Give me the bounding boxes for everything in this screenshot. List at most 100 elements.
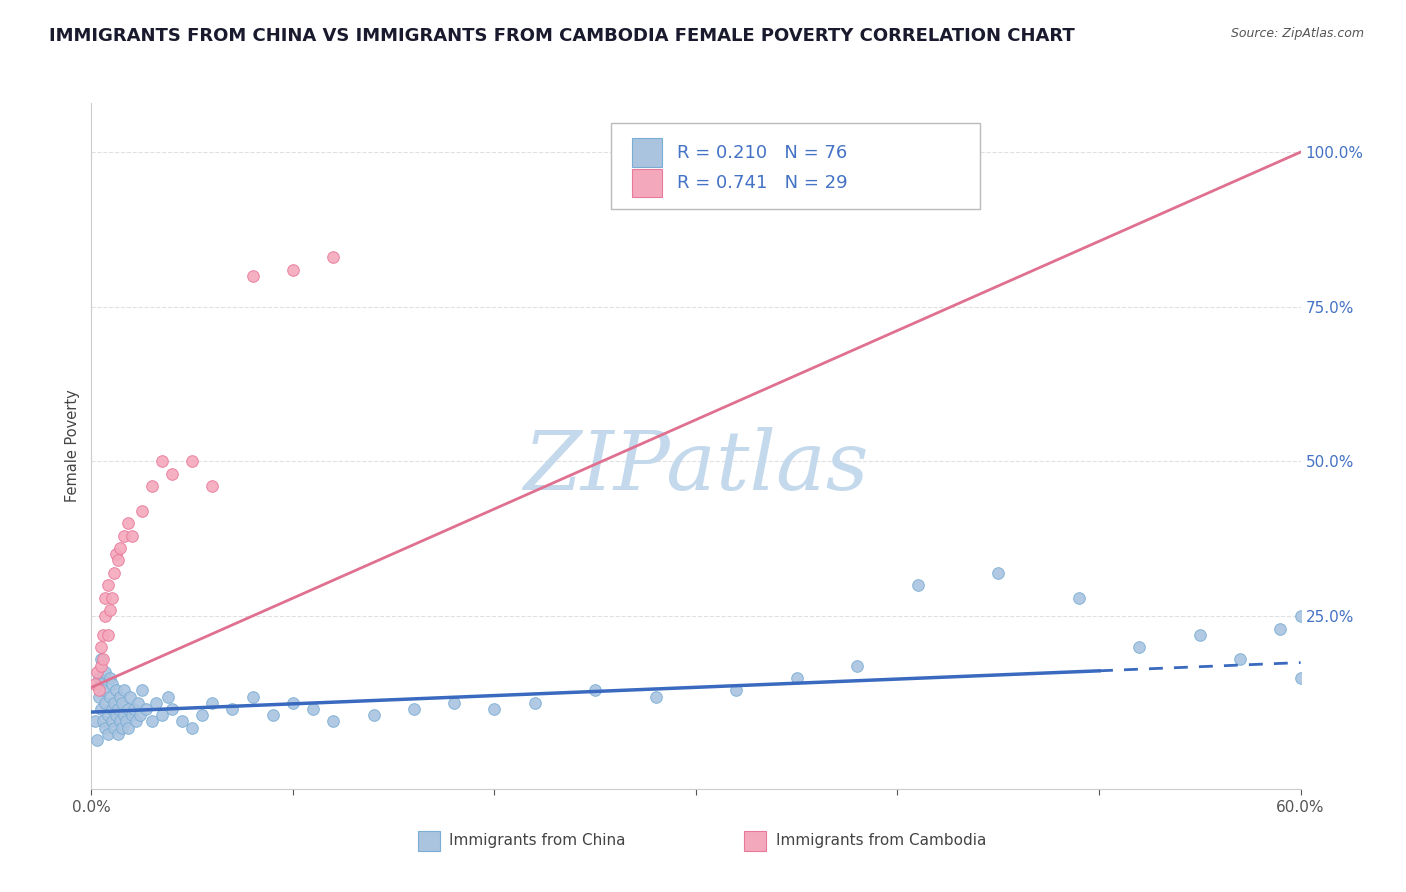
- Point: [94, 609, 117, 624]
- Point: [1229, 652, 1251, 666]
- Point: [103, 566, 125, 580]
- Point: [93, 683, 115, 698]
- Point: [907, 578, 929, 592]
- Point: [107, 702, 129, 716]
- Point: [107, 727, 129, 741]
- Point: [122, 702, 145, 716]
- Point: [121, 708, 143, 723]
- Point: [150, 708, 173, 723]
- Point: [1128, 640, 1150, 654]
- Point: [725, 683, 748, 698]
- Point: [100, 714, 122, 729]
- Point: [108, 541, 131, 555]
- Point: [583, 683, 606, 698]
- Point: [363, 708, 385, 723]
- Point: [150, 454, 173, 468]
- Point: [242, 690, 264, 704]
- Point: [111, 696, 132, 710]
- Point: [107, 553, 129, 567]
- Point: [221, 702, 243, 716]
- Point: [89, 690, 111, 704]
- Point: [114, 714, 136, 729]
- Point: [90, 702, 112, 716]
- Point: [100, 702, 122, 716]
- Point: [402, 702, 425, 716]
- Point: [89, 671, 111, 685]
- Point: [93, 628, 115, 642]
- Point: [86, 665, 108, 679]
- Point: [125, 714, 148, 729]
- Point: [112, 683, 135, 698]
- Text: Immigrants from China: Immigrants from China: [450, 833, 626, 848]
- Point: [141, 714, 163, 729]
- Text: ZIPatlas: ZIPatlas: [523, 426, 869, 507]
- Point: [93, 714, 115, 729]
- Point: [84, 677, 107, 691]
- Point: [131, 504, 153, 518]
- FancyBboxPatch shape: [744, 831, 766, 851]
- Point: [443, 696, 465, 710]
- Point: [117, 702, 139, 716]
- Point: [103, 721, 125, 735]
- Point: [98, 603, 121, 617]
- Text: R = 0.210   N = 76: R = 0.210 N = 76: [676, 144, 846, 161]
- Point: [201, 479, 224, 493]
- Point: [156, 690, 179, 704]
- Point: [118, 690, 141, 704]
- Point: [1270, 622, 1292, 636]
- Point: [84, 714, 107, 729]
- Text: IMMIGRANTS FROM CHINA VS IMMIGRANTS FROM CAMBODIA FEMALE POVERTY CORRELATION CHA: IMMIGRANTS FROM CHINA VS IMMIGRANTS FROM…: [49, 27, 1076, 45]
- FancyBboxPatch shape: [631, 138, 662, 167]
- Point: [302, 702, 325, 716]
- Point: [846, 658, 869, 673]
- Point: [96, 727, 118, 741]
- Point: [96, 578, 118, 592]
- Point: [100, 677, 122, 691]
- Text: Source: ZipAtlas.com: Source: ZipAtlas.com: [1230, 27, 1364, 40]
- Point: [89, 683, 111, 698]
- Point: [1188, 628, 1211, 642]
- FancyBboxPatch shape: [631, 169, 662, 197]
- Point: [322, 250, 344, 264]
- Point: [181, 721, 204, 735]
- Point: [90, 652, 112, 666]
- Point: [262, 708, 284, 723]
- Point: [112, 708, 135, 723]
- Point: [141, 479, 163, 493]
- Point: [322, 714, 344, 729]
- Point: [90, 677, 112, 691]
- Point: [242, 268, 264, 283]
- Point: [484, 702, 506, 716]
- Point: [160, 467, 183, 481]
- Point: [786, 671, 808, 685]
- FancyBboxPatch shape: [612, 123, 980, 209]
- Point: [104, 708, 127, 723]
- FancyBboxPatch shape: [418, 831, 440, 851]
- Point: [135, 702, 157, 716]
- Point: [112, 529, 135, 543]
- Point: [145, 696, 167, 710]
- Point: [117, 516, 139, 531]
- Y-axis label: Female Poverty: Female Poverty: [65, 390, 80, 502]
- Point: [86, 733, 108, 747]
- Point: [117, 721, 139, 735]
- Point: [121, 529, 143, 543]
- Text: Immigrants from Cambodia: Immigrants from Cambodia: [776, 833, 986, 848]
- Point: [160, 702, 183, 716]
- Point: [104, 547, 127, 561]
- Point: [94, 721, 117, 735]
- Point: [281, 696, 304, 710]
- Point: [94, 591, 117, 605]
- Point: [201, 696, 224, 710]
- Point: [96, 708, 118, 723]
- Point: [108, 690, 131, 704]
- Point: [172, 714, 194, 729]
- Point: [987, 566, 1010, 580]
- Point: [93, 652, 115, 666]
- Point: [111, 721, 132, 735]
- Point: [128, 708, 150, 723]
- Point: [94, 696, 117, 710]
- Point: [98, 671, 121, 685]
- Point: [94, 665, 117, 679]
- Point: [103, 696, 125, 710]
